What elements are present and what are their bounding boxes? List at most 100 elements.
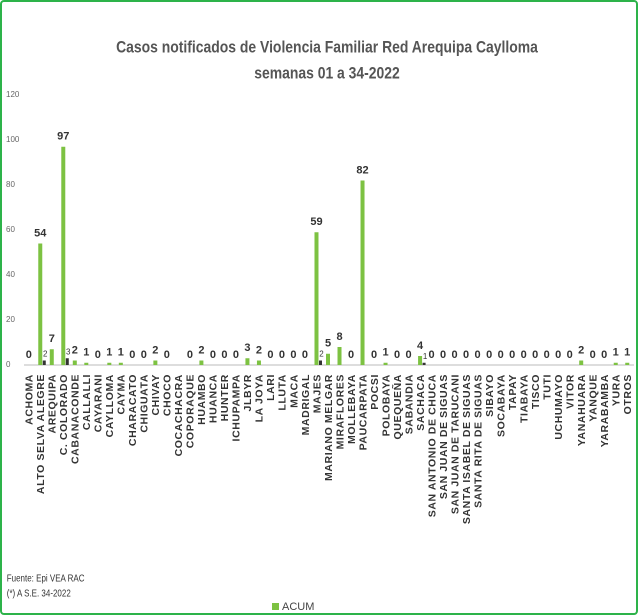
bar <box>318 360 322 365</box>
y-tick-label: 100 <box>6 135 20 144</box>
value-label: 0 <box>532 349 538 361</box>
x-tick-label: TISCO <box>530 374 542 409</box>
value-label: 0 <box>498 349 504 361</box>
y-tick-label: 80 <box>6 180 15 189</box>
x-tick-label: OTROS <box>622 374 634 414</box>
value-label: 0 <box>486 349 492 361</box>
y-tick-label: 0 <box>6 360 11 369</box>
bar <box>38 243 43 365</box>
bar <box>337 347 342 365</box>
legend-swatch <box>272 603 279 610</box>
value-label: 0 <box>429 349 435 361</box>
value-label: 0 <box>302 349 308 361</box>
y-tick-label: 60 <box>6 225 15 234</box>
x-tick-label: MIRAFLORES <box>334 374 346 449</box>
x-tick-label: COCACHACRA <box>173 374 185 456</box>
bar <box>418 356 423 365</box>
chart-subtitle: semanas 01 a 34-2022 <box>254 64 400 83</box>
value-label: 2 <box>319 350 324 359</box>
x-tick-label: PAUCARPATA <box>357 374 369 450</box>
x-tick-label: TIABAYA <box>518 374 530 423</box>
bar <box>314 232 319 365</box>
x-tick-label: CAYARANI <box>93 374 105 432</box>
x-tick-label: COPORAQUE <box>185 374 197 448</box>
value-label: 1 <box>106 347 112 359</box>
bar <box>84 362 89 365</box>
value-label: 82 <box>356 164 368 176</box>
x-tick-label: UCHUMAYO <box>553 374 565 440</box>
y-tick-label: 40 <box>6 270 15 279</box>
value-label: 0 <box>544 349 550 361</box>
bar <box>360 180 365 365</box>
value-label: 59 <box>310 216 322 228</box>
x-tick-label: TUTI <box>541 374 553 400</box>
x-tick-label: TAPAY <box>507 374 519 410</box>
x-tick-label: QUEQUEÑA <box>391 374 404 439</box>
x-tick-label: CALLALLI <box>81 374 93 430</box>
x-tick-label: CABANACONDE <box>70 374 82 464</box>
x-tick-label: CHIVAY <box>150 374 162 416</box>
x-tick-label: CAYLLOMA <box>104 374 116 437</box>
x-tick-label: POCSI <box>369 374 381 410</box>
value-label: 2 <box>578 344 584 356</box>
x-tick-label: CHARACATO <box>127 374 139 446</box>
value-label: 0 <box>521 349 527 361</box>
x-tick-label: SAN JUAN DE TARUCANI <box>449 374 461 514</box>
bar <box>49 349 54 365</box>
value-label: 3 <box>66 347 71 356</box>
value-label: 0 <box>233 349 239 361</box>
x-tick-label: LARI <box>265 374 277 401</box>
value-label: 0 <box>463 349 469 361</box>
x-tick-label: POLOBAYA <box>380 374 392 436</box>
value-label: 5 <box>325 338 331 350</box>
x-tick-label: AREQUIPA <box>47 374 59 433</box>
value-label: 1 <box>613 347 619 359</box>
value-label: 0 <box>221 349 227 361</box>
x-tick-label: MACA <box>288 374 300 408</box>
x-tick-label: SANTA ISABEL DE SIGUAS <box>461 374 473 524</box>
value-label: 0 <box>95 349 101 361</box>
x-tick-label: SOCABAYA <box>495 374 507 437</box>
x-tick-label: HUNTER <box>219 374 231 421</box>
value-label: 0 <box>290 349 296 361</box>
legend-label: ACUM <box>282 601 314 613</box>
bar <box>72 360 77 365</box>
value-label: 1 <box>382 347 388 359</box>
x-tick-label: SANTA RITA DE SIGUAS <box>472 374 484 508</box>
value-label: 0 <box>267 349 273 361</box>
value-label: 0 <box>26 349 32 361</box>
x-tick-label: MARIANO MELGAR <box>323 374 335 481</box>
value-label: 54 <box>34 227 47 239</box>
value-label: 0 <box>187 349 193 361</box>
x-tick-label: CAYMA <box>116 374 128 415</box>
y-tick-label: 120 <box>6 90 20 99</box>
x-tick-label: MADRIGAL <box>300 374 312 435</box>
value-label: 0 <box>567 349 573 361</box>
value-label: 0 <box>452 349 458 361</box>
source: Fuente: Epi VEA RAC <box>7 573 85 584</box>
x-tick-label: HUANCA <box>208 374 220 423</box>
value-label: 0 <box>279 349 285 361</box>
value-label: 0 <box>601 349 607 361</box>
value-label: 3 <box>244 342 250 354</box>
value-label: 0 <box>475 349 481 361</box>
x-tick-label: CHOCO <box>162 374 174 416</box>
x-tick-label: SAN ANTONIO DE CHUCA <box>426 374 438 517</box>
x-tick-label: ICHUPAMPA <box>231 374 243 441</box>
value-label: 2 <box>43 350 48 359</box>
x-tick-label: YURA <box>611 374 623 406</box>
bar <box>422 362 426 365</box>
x-tick-label: LA JOYA <box>254 374 266 422</box>
value-label: 2 <box>152 344 158 356</box>
bar <box>61 146 66 365</box>
value-label: 2 <box>72 344 78 356</box>
x-tick-label: HUAMBO <box>196 374 208 425</box>
value-label: 97 <box>57 131 69 143</box>
value-label: 1 <box>83 347 89 359</box>
value-label: 2 <box>198 344 204 356</box>
bar <box>625 362 630 365</box>
value-label: 0 <box>509 349 515 361</box>
x-tick-label: YANAHUARA <box>576 374 588 446</box>
